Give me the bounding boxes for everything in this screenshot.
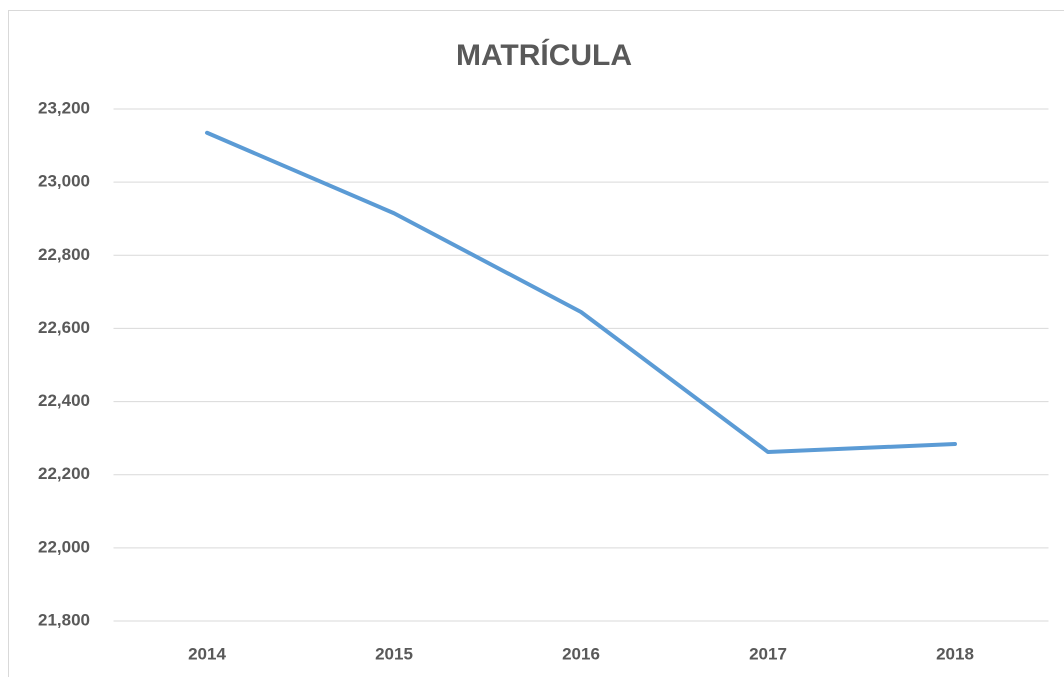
x-tick-label: 2015 [375,644,413,663]
x-tick-label: 2017 [749,644,787,663]
y-tick-label: 22,800 [38,245,90,264]
x-tick-label: 2014 [188,644,226,663]
x-tick-label: 2016 [562,644,600,663]
y-tick-label: 23,200 [38,98,90,117]
y-tick-label: 22,000 [38,537,90,556]
x-tick-label: 2018 [936,644,974,663]
chart-border [8,10,1064,677]
y-tick-label: 21,800 [38,610,90,629]
y-tick-label: 23,000 [38,172,90,191]
y-tick-label: 22,600 [38,318,90,337]
line [205,130,957,455]
y-tick-label: 22,200 [38,464,90,483]
chart-title: MATRÍCULA [456,38,632,72]
y-tick-label: 22,400 [38,391,90,410]
